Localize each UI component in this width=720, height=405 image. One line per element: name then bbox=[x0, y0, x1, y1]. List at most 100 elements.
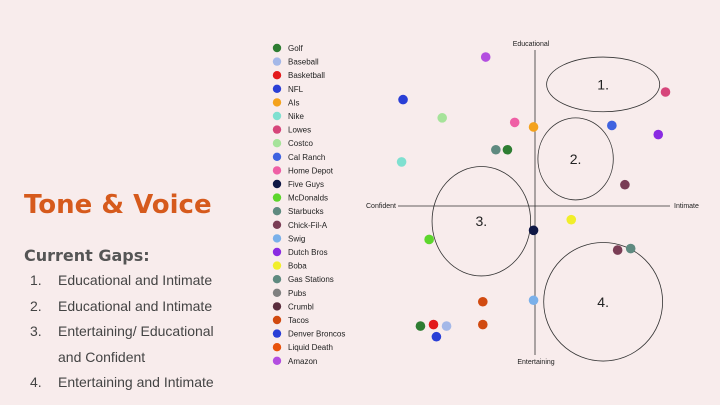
point-ais bbox=[528, 122, 539, 132]
legend-swatch-swig bbox=[272, 234, 282, 243]
legend-label-ais: AIs bbox=[288, 98, 300, 107]
point-tacos bbox=[478, 319, 488, 330]
legend-swatch-lowes bbox=[272, 125, 282, 134]
legend-swatch-crumbl bbox=[272, 302, 282, 311]
legend-swatch-golf bbox=[272, 43, 282, 53]
legend-label-pubs: Pubs bbox=[288, 289, 306, 298]
point-mcdonalds bbox=[424, 234, 434, 245]
gaps-list: 1. Educational and Intimate 2. Educational… bbox=[30, 268, 240, 396]
point-costco bbox=[437, 113, 448, 123]
legend-label-cal-ranch: Cal Ranch bbox=[288, 153, 325, 162]
legend-label-lowes: Lowes bbox=[288, 126, 311, 135]
legend-swatch-ais bbox=[272, 98, 282, 107]
legend-label-denver-broncos: Denver Broncos bbox=[288, 330, 345, 339]
slide-title: Tone & Voice bbox=[24, 190, 212, 220]
point-basketball bbox=[428, 319, 439, 330]
point-baseball bbox=[441, 321, 452, 331]
legend-label-crumbl: Crumbl bbox=[288, 302, 314, 311]
point-golf bbox=[415, 321, 426, 331]
gap-zone-1 bbox=[546, 56, 661, 113]
gap-number: 1. bbox=[30, 272, 42, 288]
gap-zone-3 bbox=[431, 166, 532, 277]
gap-number: 3. bbox=[30, 323, 42, 339]
gap-zones: 1. 2. 3. 4. bbox=[431, 56, 664, 362]
legend-swatch-costco bbox=[272, 139, 282, 148]
legend-swatch-liquid-death bbox=[272, 343, 282, 352]
point-nfl bbox=[398, 94, 408, 105]
legend-swatch-amazon bbox=[272, 356, 282, 365]
point-cal-ranch bbox=[607, 120, 617, 131]
legend-swatch-mcdonalds bbox=[272, 193, 282, 202]
legend-swatch-chick-fil-a bbox=[272, 220, 282, 229]
gap-text: Educational and Intimate bbox=[58, 272, 213, 288]
legend-label-nike: Nike bbox=[288, 112, 305, 121]
point-five-guys bbox=[528, 225, 539, 236]
legend-label-nfl: NFL bbox=[288, 85, 304, 94]
gap-text: Entertaining and Intimate bbox=[58, 374, 214, 390]
gaps-heading: Current Gaps: bbox=[24, 246, 150, 265]
legend-label-chick-fil-a: Chick-Fil-A bbox=[288, 221, 328, 230]
legend-swatch-pubs bbox=[272, 288, 282, 297]
point-denver-broncos bbox=[431, 331, 442, 342]
axis-label-left: Confident bbox=[366, 203, 396, 210]
gap-number: 4. bbox=[30, 374, 42, 390]
point-home-depot bbox=[509, 117, 520, 128]
gap-item: 3. Entertaining/ Educational and Confiden… bbox=[30, 319, 240, 370]
point-chick-fil-a bbox=[620, 179, 630, 190]
legend-label-costco: Costco bbox=[288, 139, 313, 148]
axis-label-bottom: Entertaining bbox=[517, 359, 554, 366]
gap-zone-label-2: 2. bbox=[570, 151, 582, 167]
legend-swatch-cal-ranch bbox=[272, 152, 282, 161]
legend-swatch-five-guys bbox=[272, 179, 282, 189]
gap-text: Entertaining/ Educational and Confident bbox=[58, 323, 214, 365]
legend-label-swig: Swig bbox=[288, 234, 305, 243]
legend-label-mcdonalds: McDonalds bbox=[288, 194, 328, 203]
legend-label-boba: Boba bbox=[288, 262, 307, 271]
legend-label-amazon: Amazon bbox=[288, 357, 317, 366]
gap-item: 1. Educational and Intimate bbox=[30, 268, 240, 294]
legend-label-tacos: Tacos bbox=[288, 316, 309, 325]
point-swig bbox=[528, 295, 539, 306]
gap-zone-4 bbox=[543, 242, 664, 362]
legend-swatch-basketball bbox=[272, 71, 282, 80]
gap-item: 4. Entertaining and Intimate bbox=[30, 370, 240, 396]
legend-swatch-boba bbox=[272, 261, 282, 270]
legend-label-dutch-bros: Dutch Bros bbox=[288, 248, 328, 257]
point-starbucks bbox=[625, 243, 636, 254]
legend-swatch-dutch-bros bbox=[272, 247, 282, 257]
chart-points bbox=[396, 52, 671, 342]
gap-number: 2. bbox=[30, 297, 42, 314]
point-lowes bbox=[660, 87, 671, 97]
point-chick-fil-a bbox=[612, 245, 623, 255]
gap-item: 2. Educational and Intimate bbox=[30, 294, 240, 320]
point-golf bbox=[502, 144, 513, 155]
legend-label-five-guys: Five Guys bbox=[288, 180, 324, 189]
legend-swatch-starbucks bbox=[272, 207, 282, 216]
legend-swatch-baseball bbox=[272, 57, 282, 66]
legend-swatch-gas-stations bbox=[272, 275, 282, 284]
axis-label-right: Intimate bbox=[674, 203, 699, 210]
gap-zone-label-3: 3. bbox=[476, 213, 488, 229]
point-nike bbox=[396, 157, 407, 167]
legend-label-gas-stations: Gas Stations bbox=[288, 275, 334, 284]
gap-zone-label-1: 1. bbox=[597, 76, 609, 92]
gap-zone-label-4: 4. bbox=[597, 294, 609, 310]
gap-zone-2 bbox=[537, 117, 614, 201]
legend-swatch-nfl bbox=[272, 84, 282, 94]
legend-swatch-home-depot bbox=[272, 166, 282, 175]
legend-label-golf: Golf bbox=[288, 44, 303, 53]
legend-swatch-nike bbox=[272, 111, 282, 121]
chart-axes: Educational Entertaining Confident Intimate bbox=[366, 41, 699, 366]
point-tacos bbox=[478, 296, 488, 307]
legend-swatch-denver-broncos bbox=[272, 329, 282, 338]
legend-label-baseball: Baseball bbox=[288, 58, 319, 67]
legend-label-starbucks: Starbucks bbox=[288, 207, 324, 216]
point-amazon bbox=[480, 52, 491, 62]
chart-legend: Golf Baseball Basketball NFL AIs Nike Lowes Cos… bbox=[272, 43, 345, 366]
gap-text: Educational and Intimate bbox=[58, 297, 213, 314]
axis-label-top: Educational bbox=[513, 41, 550, 48]
legend-swatch-tacos bbox=[272, 315, 282, 325]
legend-label-home-depot: Home Depot bbox=[288, 166, 334, 175]
point-dutch-bros bbox=[653, 129, 664, 140]
